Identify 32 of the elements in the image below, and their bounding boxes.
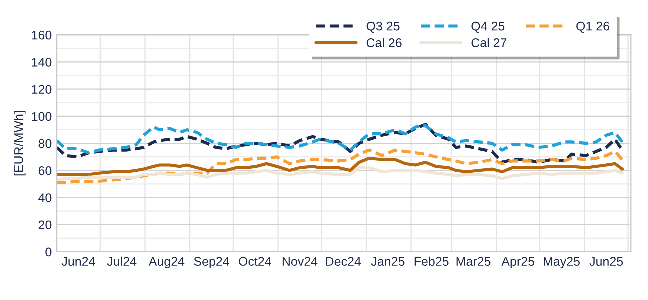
x-tick-label: Jan25	[371, 257, 405, 266]
legend-label: Q1 26	[576, 22, 610, 33]
x-tick-label: Feb25	[414, 256, 449, 266]
line-series	[57, 124, 624, 155]
y-tick-label: 100	[32, 112, 52, 122]
y-tick-label: 140	[32, 58, 52, 67]
y-tick-label: 0	[46, 248, 52, 257]
legend-label: Cal 26	[366, 38, 402, 48]
y-tick-label: 160	[32, 30, 52, 40]
line-series	[57, 123, 624, 164]
legend-label: Q4 25	[472, 22, 505, 33]
x-tick-label: Oct24	[239, 257, 272, 266]
y-tick-label: 120	[32, 85, 52, 94]
x-tick-label: Mar25	[456, 257, 491, 266]
x-tick-label: Sep24	[194, 257, 230, 269]
x-tick-label: Aug24	[148, 257, 185, 269]
y-tick-label: 20	[38, 220, 52, 230]
x-tick-label: Jun24	[62, 257, 96, 266]
y-tick-label: 40	[38, 194, 52, 202]
x-tick-label: Jun25	[590, 257, 624, 266]
x-tick-label: Apr25	[502, 257, 535, 269]
legend-label: Q3 25	[366, 22, 400, 33]
legend-label: Cal 27	[472, 38, 507, 48]
x-tick-label: Nov24	[282, 257, 318, 266]
x-tick-label: Dec24	[326, 257, 362, 266]
y-tick-label: 80	[38, 139, 52, 148]
x-tick-label: Jul24	[107, 256, 137, 266]
y-tick-label: 60	[38, 166, 52, 176]
line-series	[57, 156, 624, 176]
x-tick-label: May25	[544, 257, 580, 269]
y-axis-title: [EUR/MWh]	[14, 111, 26, 176]
line-series	[57, 148, 624, 184]
